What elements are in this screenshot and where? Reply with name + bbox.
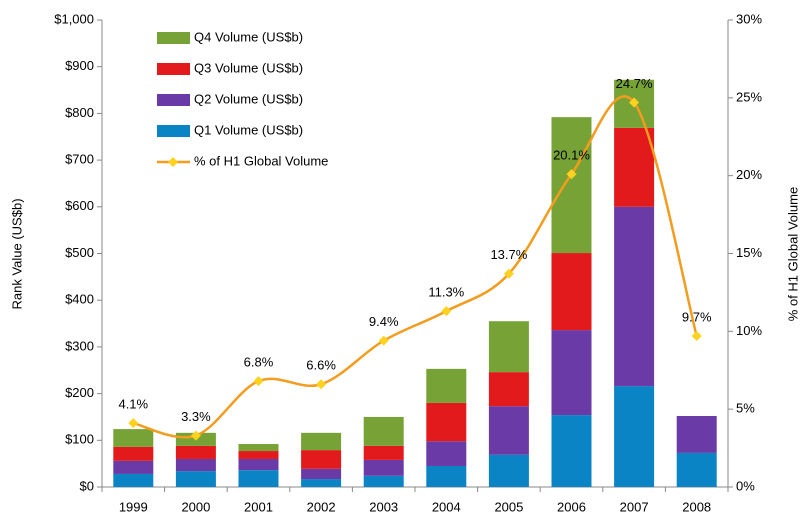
bar-segment — [238, 470, 279, 487]
legend-swatch — [157, 94, 190, 106]
bar-segment — [614, 386, 655, 487]
y2-tick-label: 10% — [736, 323, 762, 338]
x-tick-label: 2006 — [557, 499, 586, 514]
y-tick-label: $400 — [65, 292, 94, 307]
line-marker — [378, 335, 389, 346]
y-tick-label: $0 — [80, 478, 94, 493]
x-tick-label: 2007 — [620, 499, 649, 514]
legend-swatch — [157, 63, 190, 75]
legend-label: Q3 Volume (US$b) — [194, 60, 303, 75]
y-tick-label: $1,000 — [54, 11, 94, 26]
y-axis-label: Rank Value (US$b) — [9, 198, 24, 309]
legend-label: Q1 Volume (US$b) — [194, 122, 303, 137]
legend-swatch — [157, 125, 190, 137]
legend-label: % of H1 Global Volume — [194, 153, 328, 168]
x-tick-label: 2000 — [181, 499, 210, 514]
bar-segment — [426, 368, 467, 403]
bar-segment — [614, 206, 655, 387]
bar-segment — [113, 429, 154, 447]
bar-segment — [238, 444, 279, 452]
bar-segment — [113, 460, 154, 474]
bar-segment — [238, 458, 279, 471]
x-tick-label: 1999 — [119, 499, 148, 514]
line-marker — [316, 379, 327, 390]
data-label: 3.3% — [181, 409, 211, 424]
line-marker — [128, 418, 139, 429]
data-label: 6.8% — [244, 355, 274, 370]
x-tick-label: 2002 — [307, 499, 336, 514]
bar-segment — [175, 458, 216, 472]
data-label: 13.7% — [490, 247, 527, 262]
bar-segment — [488, 406, 529, 455]
legend-marker — [168, 157, 178, 167]
line-marker — [503, 268, 514, 279]
bar-segment — [238, 451, 279, 459]
bar-segment — [363, 475, 404, 487]
bar-segment — [301, 432, 342, 451]
y2-tick-label: 25% — [736, 89, 762, 104]
x-tick-label: 2008 — [682, 499, 711, 514]
bar-segment — [676, 416, 717, 453]
bar-segment — [301, 468, 342, 480]
bar-segment — [363, 416, 404, 446]
bar-segment — [551, 415, 592, 487]
data-label: 6.6% — [306, 358, 336, 373]
bar-segment — [614, 127, 655, 207]
bar-segment — [551, 117, 592, 254]
x-tick-label: 2001 — [244, 499, 273, 514]
bar-segment — [113, 446, 154, 461]
bar-segment — [676, 452, 717, 487]
y-tick-label: $800 — [65, 105, 94, 120]
x-tick-label: 2005 — [494, 499, 523, 514]
data-label: 9.7% — [682, 309, 712, 324]
bar-segment — [551, 330, 592, 416]
line-marker — [566, 169, 577, 180]
bar-segment — [426, 465, 467, 487]
bar-segment — [363, 445, 404, 460]
line-marker — [691, 331, 702, 342]
legend-label: Q4 Volume (US$b) — [194, 29, 303, 44]
data-label: 24.7% — [616, 76, 653, 91]
y-tick-label: $200 — [65, 385, 94, 400]
y-tick-label: $900 — [65, 58, 94, 73]
y2-axis-label: % of H1 Global Volume — [785, 187, 800, 321]
bar-segment — [363, 459, 404, 476]
y-tick-label: $100 — [65, 432, 94, 447]
bar-segment — [551, 253, 592, 331]
bar-segment — [426, 402, 467, 442]
y-tick-label: $700 — [65, 152, 94, 167]
y-tick-label: $600 — [65, 198, 94, 213]
line-marker — [190, 430, 201, 441]
y2-tick-label: 15% — [736, 245, 762, 260]
legend-swatch — [157, 32, 190, 44]
y2-tick-label: 0% — [736, 478, 755, 493]
bar-segment — [113, 473, 154, 487]
line-marker — [253, 376, 264, 387]
legend-label: Q2 Volume (US$b) — [194, 91, 303, 106]
data-label: 11.3% — [428, 285, 464, 300]
bar-segment — [426, 441, 467, 466]
y2-tick-label: 30% — [736, 11, 762, 26]
data-label: 4.1% — [118, 397, 148, 412]
line-marker — [629, 97, 640, 108]
bar-segment — [175, 445, 216, 459]
x-tick-label: 2003 — [369, 499, 398, 514]
bar-segment — [301, 479, 342, 487]
bar-segment — [488, 372, 529, 407]
data-label: 9.4% — [369, 314, 399, 329]
bar-segment — [175, 471, 216, 487]
data-label: 20.1% — [553, 148, 590, 163]
bar-segment — [488, 321, 529, 373]
line — [132, 95, 698, 439]
y-tick-label: $300 — [65, 338, 94, 353]
x-tick-label: 2004 — [432, 499, 461, 514]
y2-tick-label: 20% — [736, 167, 762, 182]
y2-tick-label: 5% — [736, 401, 755, 416]
bar-segment — [488, 454, 529, 487]
bar-segment — [301, 450, 342, 469]
line-marker — [441, 306, 452, 317]
y-tick-label: $500 — [65, 245, 94, 260]
